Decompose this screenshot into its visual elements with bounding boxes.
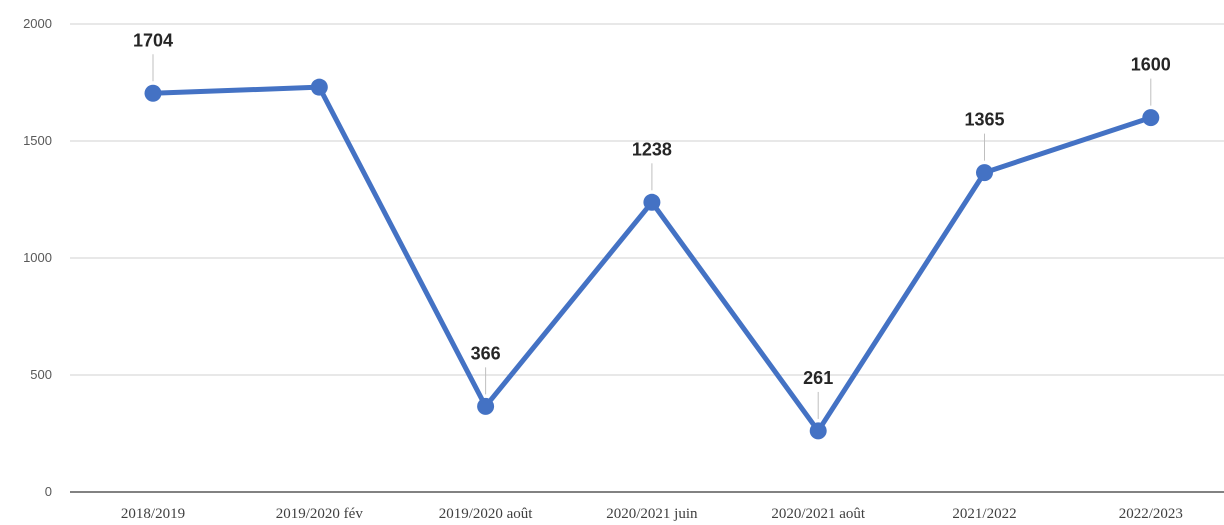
data-label: 1365 — [964, 110, 1004, 130]
data-labels: 1704 366 1238 261 1365 1600 — [133, 30, 1171, 419]
y-tick-label: 1500 — [23, 133, 52, 148]
data-point — [809, 422, 827, 440]
data-label: 366 — [471, 343, 501, 363]
data-label: 261 — [803, 368, 833, 388]
x-tick-label: 2021/2022 — [952, 506, 1016, 522]
y-tick-label: 2000 — [23, 16, 52, 31]
axes: 0 500 1000 1500 2000 2018/2019 2019/2020 fév 20… — [23, 16, 1224, 522]
x-tick-label: 2020/2021 juin — [606, 506, 698, 522]
data-point — [976, 164, 993, 182]
y-tick-label: 0 — [45, 484, 52, 499]
data-point — [144, 84, 162, 102]
data-label: 1238 — [632, 139, 672, 159]
data-point — [310, 78, 328, 96]
data-label: 1600 — [1131, 55, 1171, 75]
series-layer — [144, 78, 1160, 440]
data-point — [1142, 109, 1160, 127]
x-tick-label: 2022/2023 — [1119, 506, 1183, 522]
x-tick-label: 2019/2020 août — [439, 506, 534, 522]
x-tick-label: 2020/2021 août — [771, 506, 866, 522]
y-tick-label: 500 — [30, 367, 52, 382]
x-tick-label: 2019/2020 fév — [276, 506, 364, 522]
data-point — [643, 193, 661, 211]
data-label: 1704 — [133, 30, 173, 50]
gridlines — [70, 23, 1224, 376]
x-tick-label: 2018/2019 — [121, 506, 185, 522]
data-point — [477, 397, 495, 415]
y-tick-label: 1000 — [23, 250, 52, 265]
